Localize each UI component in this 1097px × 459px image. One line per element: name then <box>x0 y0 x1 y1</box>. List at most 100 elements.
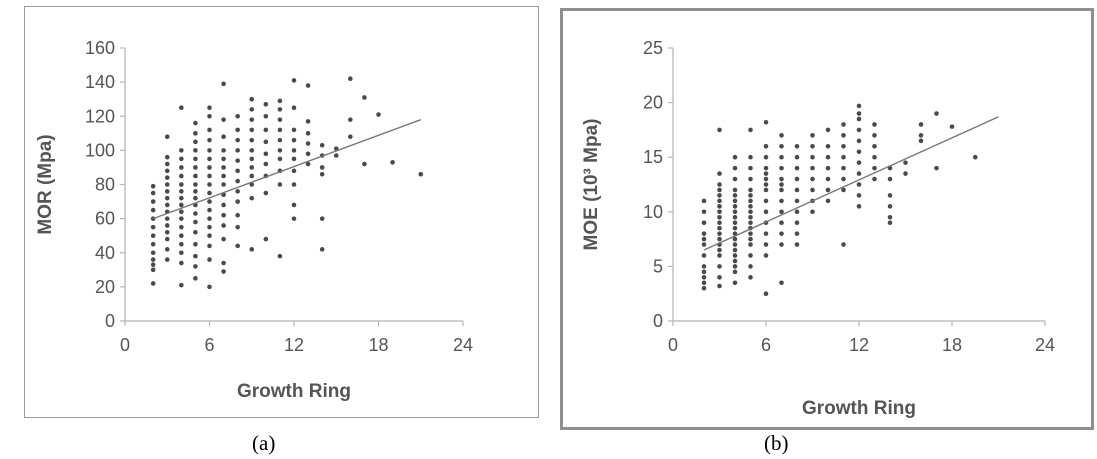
data-point <box>972 154 978 160</box>
data-point <box>235 127 240 133</box>
data-point <box>701 285 707 291</box>
data-point <box>779 143 784 149</box>
data-point <box>207 127 212 133</box>
data-point <box>841 187 846 193</box>
data-point <box>305 151 311 157</box>
data-point <box>779 242 784 247</box>
data-point <box>164 195 170 201</box>
data-point <box>179 282 184 288</box>
data-point <box>263 151 269 157</box>
data-point <box>207 137 212 143</box>
data-point <box>164 189 170 194</box>
data-point <box>263 161 269 167</box>
data-point <box>810 154 815 160</box>
data-point <box>207 216 212 221</box>
data-point <box>841 242 846 247</box>
data-point <box>291 78 297 83</box>
data-point <box>277 98 283 104</box>
y-tick-label: 60 <box>95 209 115 229</box>
data-point <box>717 247 722 253</box>
data-point <box>732 242 738 247</box>
data-point <box>207 105 212 111</box>
data-point <box>179 224 184 230</box>
x-tick-label: 18 <box>368 335 388 355</box>
data-point <box>763 119 769 125</box>
data-point <box>179 195 184 201</box>
data-point <box>841 165 846 171</box>
data-point <box>179 156 184 162</box>
data-point <box>763 291 769 297</box>
data-point <box>319 247 325 252</box>
data-point <box>235 168 240 174</box>
data-point <box>164 216 170 221</box>
data-point <box>164 247 170 252</box>
data-point <box>825 165 831 171</box>
data-point <box>887 214 893 220</box>
data-point <box>748 209 753 215</box>
data-point <box>277 182 283 187</box>
data-point <box>779 198 784 204</box>
x-axis-title: Growth Ring <box>802 398 916 419</box>
data-point <box>841 122 846 127</box>
data-point <box>763 171 769 176</box>
data-point <box>748 127 753 133</box>
data-point <box>277 156 283 162</box>
y-tick-label: 140 <box>85 72 115 92</box>
data-point <box>949 124 955 129</box>
data-point <box>164 257 170 262</box>
data-point <box>717 182 722 187</box>
data-point <box>717 225 722 231</box>
data-point <box>277 253 283 259</box>
data-point <box>235 148 240 153</box>
data-point <box>841 133 846 138</box>
data-point <box>748 165 753 171</box>
data-point <box>779 182 784 187</box>
data-point <box>701 231 707 236</box>
data-point <box>717 209 722 215</box>
data-point <box>872 165 877 171</box>
data-point <box>193 211 198 216</box>
data-point <box>193 131 198 136</box>
data-point <box>207 233 212 238</box>
data-point <box>841 154 846 160</box>
data-point <box>164 134 170 140</box>
data-point <box>872 133 877 138</box>
data-point <box>390 160 395 165</box>
data-point <box>779 280 784 286</box>
data-point <box>748 264 753 269</box>
data-point <box>763 253 769 258</box>
data-point <box>748 198 753 204</box>
x-tick-label: 12 <box>849 335 869 355</box>
data-point <box>810 187 815 193</box>
data-point <box>249 127 255 133</box>
data-point <box>179 241 184 247</box>
data-point <box>305 131 311 136</box>
data-point <box>249 96 255 102</box>
data-point <box>856 138 862 144</box>
data-point <box>810 165 815 171</box>
data-point <box>748 275 753 280</box>
y-tick-label: 120 <box>85 106 115 126</box>
data-point <box>193 253 198 259</box>
data-point <box>717 198 722 204</box>
data-point <box>193 165 198 170</box>
data-point <box>418 171 424 177</box>
data-point <box>179 233 184 238</box>
data-point <box>825 187 831 193</box>
data-point <box>701 242 707 247</box>
data-point <box>291 216 297 221</box>
data-point <box>763 209 769 215</box>
x-tick-label: 6 <box>204 335 214 355</box>
data-point <box>348 76 353 82</box>
data-point <box>179 173 184 179</box>
data-point <box>856 193 862 198</box>
x-axis-title: Growth Ring <box>237 381 351 402</box>
data-point <box>263 113 269 119</box>
data-point <box>732 187 738 193</box>
data-point <box>748 220 753 226</box>
data-point <box>701 209 707 215</box>
data-point <box>164 236 170 242</box>
data-point <box>763 165 769 171</box>
data-point <box>779 133 784 138</box>
data-point <box>732 269 738 275</box>
